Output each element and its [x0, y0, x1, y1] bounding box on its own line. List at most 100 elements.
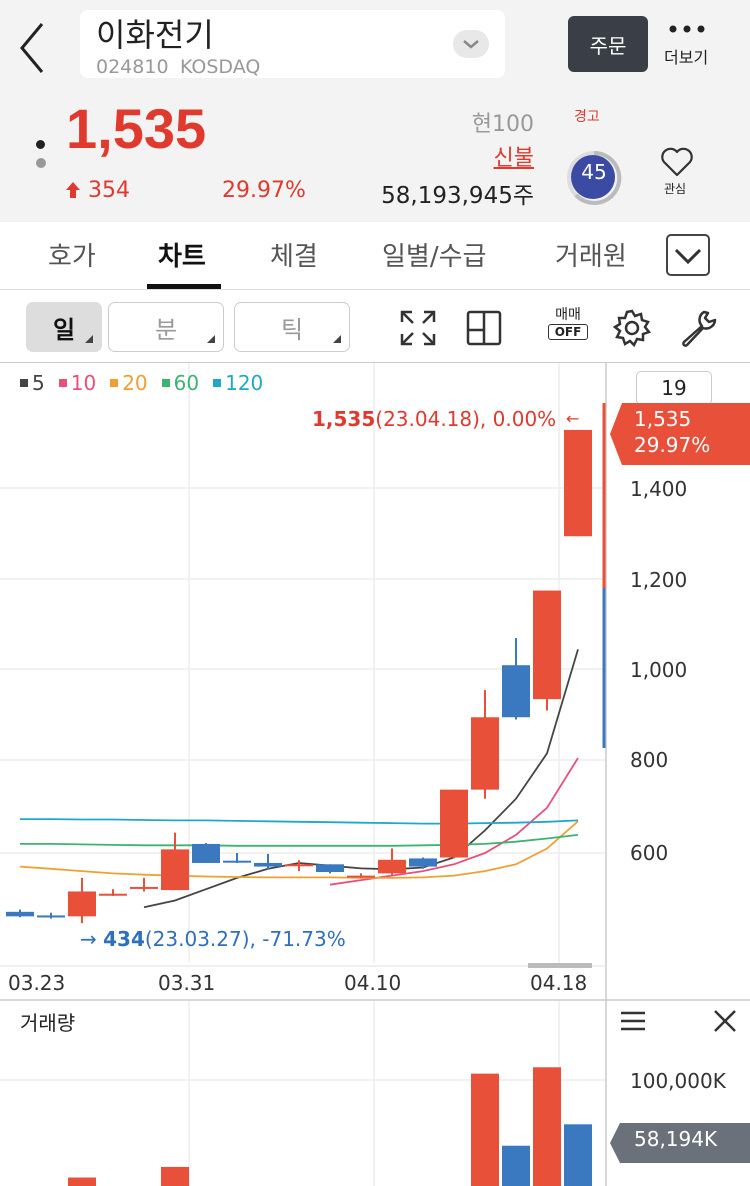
back-arrow-icon[interactable]	[14, 18, 54, 78]
alert-label: 경고	[574, 109, 600, 125]
order-button[interactable]: 주문	[568, 16, 648, 72]
expand-icon[interactable]	[398, 308, 438, 348]
candle-body	[192, 843, 220, 863]
favorite-label[interactable]: 관심	[664, 182, 687, 196]
chart-area[interactable]: 5 10 20 60 120 19 1,535(23.04.18), 0.00%…	[0, 363, 750, 1186]
last-price-tag-pct: 29.97%	[634, 433, 711, 457]
ma-line-20	[19, 820, 579, 879]
period-day-button[interactable]: 일	[26, 302, 102, 352]
period-minute-button[interactable]: 분	[108, 302, 224, 352]
period-tick-button[interactable]: 틱	[234, 302, 350, 352]
x-tick-label: 04.10	[344, 971, 402, 995]
active-tab-indicator	[147, 284, 221, 289]
candle-body	[347, 875, 375, 878]
current-price: 1,535	[66, 97, 207, 160]
volume-tag	[610, 1123, 750, 1163]
candle-body	[37, 915, 65, 918]
price-chart[interactable]	[0, 363, 750, 1186]
x-tick-label: 04.18	[530, 971, 588, 995]
margin-tag: 현100	[471, 112, 534, 137]
y-tick-label: 1,200	[630, 568, 688, 592]
heart-icon[interactable]	[660, 146, 694, 178]
tab-trades[interactable]: 체결	[270, 242, 318, 272]
x-tick-label: 03.31	[158, 971, 216, 995]
period-tick-label: 틱	[280, 315, 304, 344]
gear-icon[interactable]	[612, 308, 652, 348]
stock-code: 024810	[96, 56, 169, 78]
candle-body	[6, 911, 34, 917]
market-status-dot-secondary	[36, 158, 46, 168]
volume-bar	[564, 1124, 592, 1186]
volume-bar	[533, 1067, 561, 1186]
ma-line-60	[20, 834, 579, 847]
period-count-input[interactable]: 19	[636, 371, 712, 405]
candle-body	[471, 717, 499, 790]
high-price-label: 1,535(23.04.18), 0.00%	[312, 407, 557, 431]
volume-bar	[68, 1177, 96, 1186]
chart-toolbar: 일 분 틱 매매 OFF	[0, 290, 750, 363]
last-price-tag	[610, 403, 750, 465]
credit-tag[interactable]: 신불	[493, 146, 534, 171]
up-arrow-icon	[66, 182, 80, 198]
price-change-pct: 29.97%	[222, 178, 306, 203]
volume-bar	[161, 1166, 189, 1186]
candle-body	[440, 789, 468, 858]
price-change: 354	[88, 178, 130, 203]
volume-tag-value: 58,194K	[634, 1127, 718, 1151]
high-arrow-icon: ←	[566, 409, 580, 428]
trade-off-top: 매매	[555, 307, 581, 323]
volume-bar	[502, 1145, 530, 1186]
more-dots-icon[interactable]	[667, 22, 707, 36]
candle-body	[285, 864, 313, 867]
candle-body	[99, 893, 127, 896]
menu-icon[interactable]	[620, 1009, 646, 1033]
candle-body	[378, 859, 406, 874]
legend-item-ma10: 10	[58, 371, 96, 395]
chevron-down-icon[interactable]	[453, 30, 489, 58]
tab-more-button[interactable]	[666, 234, 710, 276]
last-price-tag-price: 1,535	[634, 407, 692, 431]
tab-orderbook[interactable]: 호가	[48, 242, 96, 272]
tab-chart[interactable]: 차트	[158, 242, 206, 272]
scrollbar-thumb	[528, 963, 592, 968]
candle-body	[161, 849, 189, 891]
trade-off-bottom: OFF	[548, 324, 588, 340]
y-tick-label: 800	[630, 748, 669, 772]
candle-body	[130, 886, 158, 889]
close-icon[interactable]	[712, 1009, 738, 1033]
market-status-dot	[36, 140, 45, 149]
low-price-label: → 434(23.03.27), -71.73%	[80, 927, 346, 951]
legend-item-ma120: 120	[213, 371, 263, 395]
volume-y-tick-label: 100,000K	[630, 1069, 726, 1093]
legend-item-ma5: 5	[20, 371, 45, 395]
x-tick-label: 03.23	[8, 971, 66, 995]
ma-line-5	[143, 649, 579, 909]
stock-market: KOSDAQ	[180, 56, 261, 78]
candle-body	[316, 864, 344, 873]
candle-body	[254, 862, 282, 867]
stock-header: 이화전기 024810 KOSDAQ 주문 더보기 1,535 354 29.9…	[0, 0, 750, 222]
trade-volume: 58,193,945주	[381, 183, 534, 209]
score-gauge[interactable]	[566, 150, 622, 206]
volume-title: 거래량	[20, 1011, 76, 1035]
y-tick-label: 1,000	[630, 658, 688, 682]
legend-item-ma20: 20	[110, 371, 148, 395]
layout-icon[interactable]	[464, 308, 504, 348]
score-value: 45	[581, 160, 607, 184]
candle-body	[502, 665, 530, 718]
trade-off-icon[interactable]: 매매 OFF	[548, 304, 588, 344]
more-label[interactable]: 더보기	[664, 48, 709, 67]
legend-item-ma60: 60	[161, 371, 199, 395]
period-day-label: 일	[52, 315, 76, 344]
stock-name-box[interactable]: 이화전기 024810 KOSDAQ	[80, 10, 505, 78]
ma-line-120	[20, 818, 579, 825]
candle-body	[68, 891, 96, 917]
tab-brokers[interactable]: 거래원	[555, 242, 627, 272]
candle-body	[564, 429, 592, 537]
candle-body	[223, 860, 251, 863]
wrench-icon[interactable]	[678, 308, 718, 348]
tab-daily-supply[interactable]: 일별/수급	[382, 242, 487, 272]
candle-body	[533, 590, 561, 700]
ma-legend: 5 10 20 60 120	[20, 371, 263, 395]
candle-body	[409, 858, 437, 867]
